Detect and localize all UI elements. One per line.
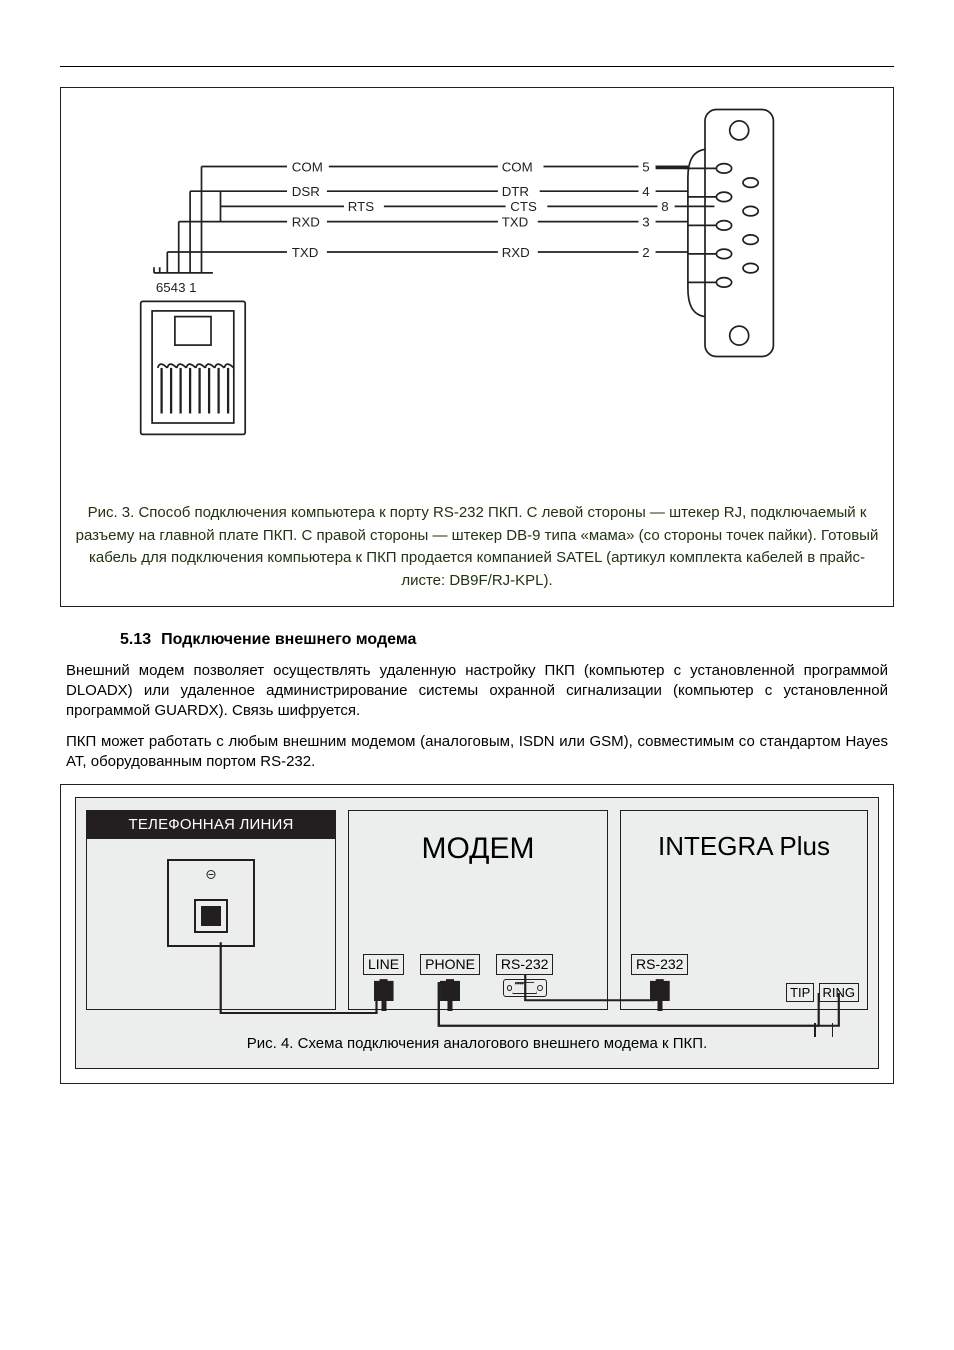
page-header-rule — [60, 30, 894, 67]
svg-text:4: 4 — [642, 184, 649, 199]
wall-socket-icon — [167, 859, 255, 947]
integra-block: INTEGRA Plus RS-232 TIP RING — [620, 810, 868, 1010]
svg-text:5: 5 — [642, 159, 649, 174]
tip-ring-labels: TIP RING — [786, 983, 859, 1003]
svg-text:TXD: TXD — [502, 214, 529, 229]
svg-text:TXD: TXD — [292, 245, 319, 260]
modem-port-line: LINE — [363, 954, 404, 1001]
phone-line-block: ТЕЛЕФОННАЯ ЛИНИЯ — [86, 810, 336, 1010]
paragraph-2: ПКП может работать с любым внешним модем… — [66, 732, 888, 773]
rj-icon — [650, 979, 670, 1001]
rj-icon — [374, 979, 394, 1001]
integra-port-rs232: RS-232 — [631, 954, 688, 1001]
svg-text:COM: COM — [292, 159, 323, 174]
paragraph-1: Внешний модем позволяет осуществлять уда… — [66, 661, 888, 722]
modem-title: МОДЕМ — [349, 829, 607, 870]
svg-text:RXD: RXD — [502, 245, 530, 260]
section-title: Подключение внешнего модема — [161, 631, 416, 648]
modem-port-rs232: RS-232 — [496, 954, 553, 1001]
figure-1-caption: Рис. 3. Способ подключения компьютера к … — [75, 502, 879, 592]
phone-line-title: ТЕЛЕФОННАЯ ЛИНИЯ — [87, 811, 335, 839]
svg-text:8: 8 — [661, 199, 668, 214]
body-paragraphs: Внешний модем позволяет осуществлять уда… — [66, 661, 888, 772]
modem-block: МОДЕМ LINE PHONE RS-232 — [348, 810, 608, 1010]
db9-icon — [503, 979, 547, 997]
figure-1-diagram: COM COM 5 DSR DTR 4 — [75, 100, 879, 486]
svg-text:2: 2 — [642, 245, 649, 260]
figure-2-caption: Рис. 4. Схема подключения аналогового вн… — [86, 1034, 868, 1054]
modem-port-phone: PHONE — [420, 954, 480, 1001]
svg-text:RTS: RTS — [348, 199, 374, 214]
integra-title: INTEGRA Plus — [621, 829, 867, 864]
svg-text:DTR: DTR — [502, 184, 529, 199]
section-number: 5.13 — [120, 631, 151, 648]
figure-2-frame: ТЕЛЕФОННАЯ ЛИНИЯ МОДЕМ LINE — [60, 784, 894, 1084]
svg-text:RXD: RXD — [292, 214, 320, 229]
svg-text:COM: COM — [502, 159, 533, 174]
svg-text:CTS: CTS — [510, 199, 537, 214]
rj-icon — [440, 979, 460, 1001]
figure-1-frame: COM COM 5 DSR DTR 4 — [60, 87, 894, 607]
section-heading-5-13: 5.13 Подключение внешнего модема — [120, 629, 894, 651]
svg-text:DSR: DSR — [292, 184, 320, 199]
rj-pin-numbers: 6543 1 — [156, 280, 197, 295]
svg-text:3: 3 — [642, 214, 649, 229]
